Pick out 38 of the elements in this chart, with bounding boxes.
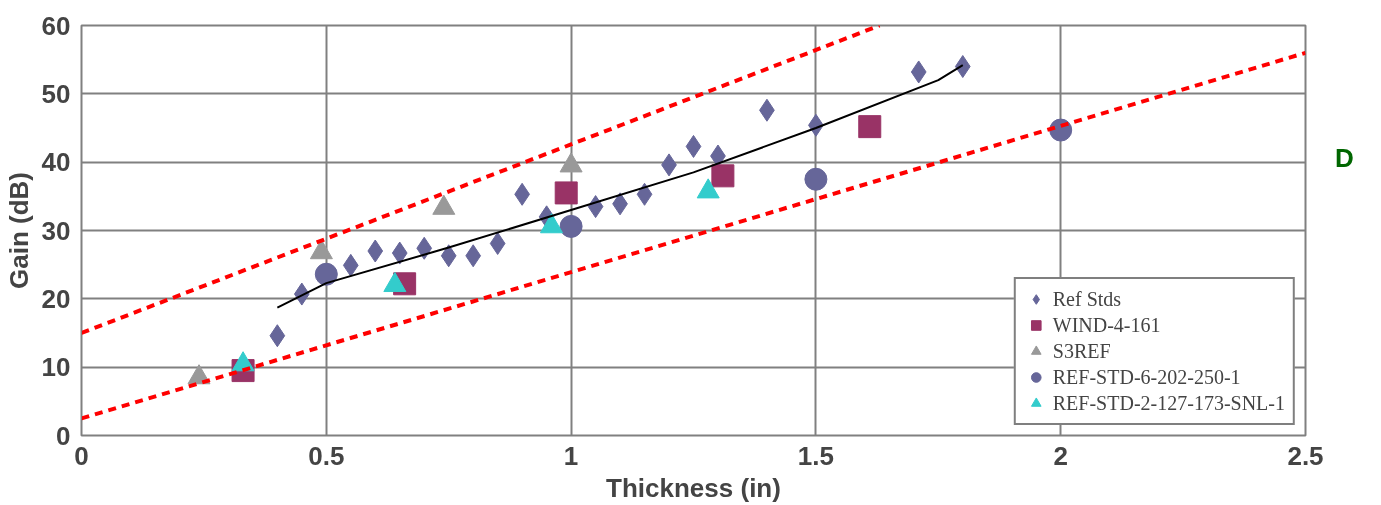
y-tick-label: 0	[56, 420, 71, 451]
x-tick-label: 1.5	[797, 440, 834, 471]
point	[858, 115, 882, 139]
y-tick-label: 10	[41, 352, 71, 383]
point	[314, 262, 338, 286]
y-tick-label: 60	[41, 10, 71, 41]
y-tick-label: 50	[41, 78, 71, 109]
y-tick-label: 30	[41, 215, 71, 246]
point	[367, 239, 384, 263]
legend-label: Ref Stds	[1052, 287, 1122, 311]
text: D	[1335, 142, 1354, 175]
y-axis-title: Gain (dB)	[3, 171, 34, 289]
point	[804, 167, 828, 191]
point	[685, 134, 702, 158]
y-tick-label: 20	[41, 283, 71, 314]
legend-label: S3REF	[1052, 339, 1111, 363]
point	[391, 241, 408, 265]
point	[416, 236, 433, 260]
legend-label: WIND-4-161	[1052, 313, 1161, 337]
point	[554, 181, 578, 205]
point	[954, 55, 971, 78]
y-tick-label: 40	[41, 147, 71, 178]
point	[559, 214, 583, 238]
legend-label: REF-STD-6-202-250-1	[1052, 365, 1241, 389]
x-tick-label: 2	[1053, 440, 1068, 471]
x-tick-label: 0.5	[308, 440, 345, 471]
point	[269, 324, 286, 348]
point	[342, 253, 359, 277]
point	[440, 244, 457, 268]
point	[465, 244, 482, 268]
point	[636, 182, 653, 206]
point	[910, 60, 927, 84]
point	[489, 231, 506, 255]
point	[711, 164, 735, 188]
x-axis-title: Thickness (in)	[606, 472, 781, 503]
x-tick-label: 1	[563, 440, 579, 471]
legend-label: REF-STD-2-127-173-SNL-1	[1052, 391, 1285, 415]
x-tick-label: 2.5	[1287, 440, 1324, 471]
